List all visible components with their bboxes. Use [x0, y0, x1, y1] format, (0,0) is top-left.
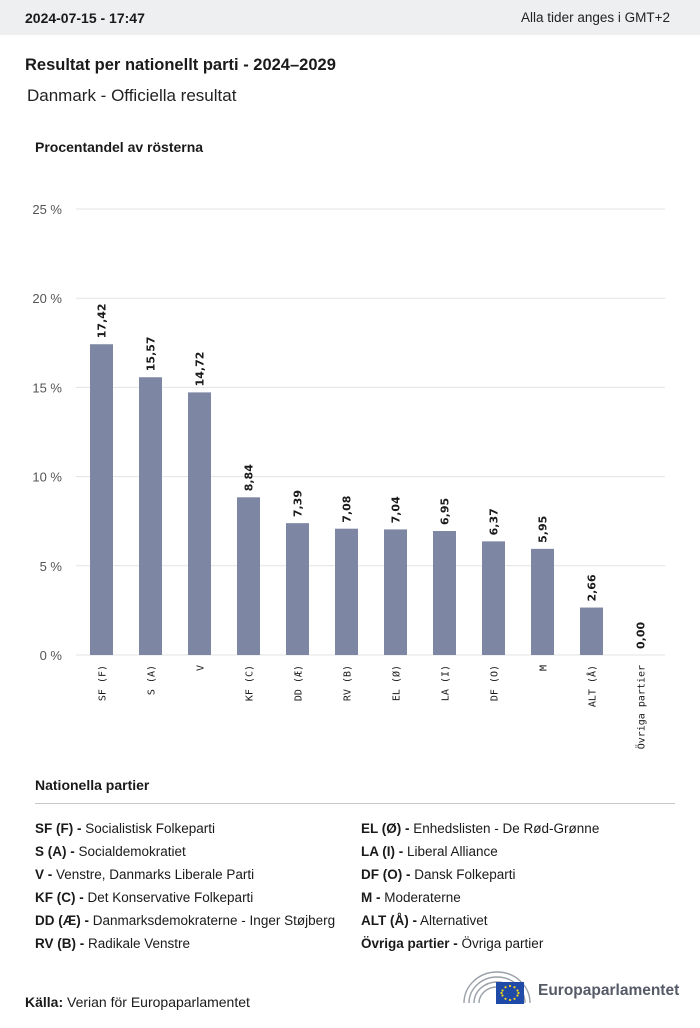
legend-abbr: V -: [35, 867, 53, 882]
timezone-note: Alla tider anges i GMT+2: [521, 10, 670, 25]
source-label: Källa:: [25, 994, 64, 1010]
y-tick-label: 25 %: [32, 202, 62, 217]
value-label: 2,66: [586, 574, 599, 601]
timestamp: 2024-07-15 - 17:47: [25, 9, 145, 26]
bar: [482, 541, 505, 655]
legend-party-name: Moderaterne: [380, 890, 461, 905]
bar: [286, 523, 309, 655]
legend-divider: [35, 803, 675, 804]
legend-party-name: Alternativet: [416, 913, 488, 928]
legend-title: Nationella partier: [35, 777, 150, 793]
bar: [335, 528, 358, 655]
value-label: 7,39: [292, 490, 305, 517]
source-text: Verian för Europaparlamentet: [67, 994, 250, 1010]
value-label: 6,37: [488, 508, 501, 535]
legend-abbr: LA (I) -: [361, 844, 404, 859]
legend-abbr: ALT (Å) -: [361, 913, 417, 928]
legend-column-right: EL (Ø) - Enhedslisten - De Rød-Grønne LA …: [361, 821, 599, 959]
y-tick-label: 20 %: [32, 291, 62, 306]
value-label: 6,95: [439, 498, 452, 525]
value-label: 17,42: [96, 303, 109, 338]
chart-heading: Procentandel av rösterna: [35, 139, 204, 155]
value-label: 0,00: [635, 622, 648, 649]
europarl-logo: Europaparlamentet: [462, 967, 679, 1007]
legend-abbr: SF (F) -: [35, 821, 82, 836]
y-tick-label: 0 %: [40, 648, 63, 663]
legend-item: RV (B) - Radikale Venstre: [35, 936, 335, 959]
legend-item: S (A) - Socialdemokratiet: [35, 844, 335, 867]
value-label: 5,95: [537, 516, 550, 543]
legend-party-name: Enhedslisten - De Rød-Grønne: [409, 821, 600, 836]
parliament-hemicycle-icon: [463, 971, 531, 1004]
legend-party-name: Socialdemokratiet: [74, 844, 186, 859]
legend-item: KF (C) - Det Konservative Folkeparti: [35, 890, 335, 913]
legend-abbr: S (A) -: [35, 844, 75, 859]
bar: [237, 497, 260, 655]
x-tick-label: S (A): [147, 665, 158, 695]
legend-abbr: Övriga partier -: [361, 936, 458, 951]
legend-party-name: Radikale Venstre: [84, 936, 191, 951]
x-tick-label: SF (F): [98, 665, 109, 701]
value-label: 8,84: [243, 464, 256, 491]
legend-abbr: DD (Æ) -: [35, 913, 89, 928]
x-tick-label: RV (B): [343, 665, 354, 701]
logo-text: Europaparlamentet: [538, 982, 680, 999]
value-label: 7,04: [390, 496, 403, 523]
legend-item: SF (F) - Socialistisk Folkeparti: [35, 821, 335, 844]
x-tick-label: EL (Ø): [391, 665, 403, 701]
y-tick-label: 15 %: [32, 380, 62, 395]
legend-abbr: EL (Ø) -: [361, 821, 410, 836]
x-tick-label: DD (Æ): [294, 665, 305, 701]
legend-party-name: Dansk Folkeparti: [410, 867, 516, 882]
legend-party-name: Det Konservative Folkeparti: [83, 890, 254, 905]
legend-party-name: Liberal Alliance: [403, 844, 498, 859]
bar-chart: 0 % 5 % 10 % 15 % 20 % 25 % 17,42 SF (F) 15,57 S …: [32, 202, 665, 749]
legend-item: Övriga partier - Övriga partier: [361, 936, 599, 959]
legend-party-name: Övriga partier: [457, 936, 544, 951]
legend-abbr: DF (O) -: [361, 867, 411, 882]
x-tick-label: DF (O): [490, 665, 501, 701]
legend-party-name: Danmarksdemokraterne - Inger Støjberg: [89, 913, 336, 928]
bar: [433, 531, 456, 655]
bar: [580, 607, 603, 655]
legend-item: DF (O) - Dansk Folkeparti: [361, 867, 599, 890]
legend-item: LA (I) - Liberal Alliance: [361, 844, 599, 867]
top-bar: 2024-07-15 - 17:47 Alla tider anges i GM…: [0, 0, 700, 35]
value-label: 7,08: [341, 496, 354, 523]
page-subtitle: Danmark - Officiella resultat: [27, 86, 237, 105]
legend-item: EL (Ø) - Enhedslisten - De Rød-Grønne: [361, 821, 599, 844]
x-tick-label: LA (I): [441, 665, 452, 701]
y-tick-label: 5 %: [40, 559, 63, 574]
value-label: 15,57: [145, 336, 158, 371]
y-tick-label: 10 %: [32, 470, 62, 485]
x-tick-label: ALT (Å): [586, 665, 599, 707]
x-tick-label: V: [196, 665, 207, 671]
legend-party-name: Socialistisk Folkeparti: [81, 821, 216, 836]
x-tick-label: KF (C): [245, 665, 256, 701]
bar: [531, 548, 554, 655]
source-note: Källa: Verian för Europaparlamentet: [25, 994, 250, 1010]
bar: [188, 392, 211, 655]
legend-item: M - Moderaterne: [361, 890, 599, 913]
page-title: Resultat per nationellt parti - 2024–202…: [25, 56, 336, 74]
legend-abbr: M -: [361, 890, 381, 905]
bar: [384, 529, 407, 655]
legend-abbr: RV (B) -: [35, 936, 85, 951]
x-tick-label: M: [539, 665, 550, 671]
legend-column-left: SF (F) - Socialistisk Folkeparti S (A) - …: [35, 821, 335, 959]
legend-party-name: Venstre, Danmarks Liberale Parti: [52, 867, 255, 882]
legend-abbr: KF (C) -: [35, 890, 84, 905]
value-label: 14,72: [194, 352, 207, 387]
legend-item: ALT (Å) - Alternativet: [361, 913, 599, 936]
legend-item: DD (Æ) - Danmarksdemokraterne - Inger St…: [35, 913, 335, 936]
x-tick-label: Övriga partier: [635, 665, 648, 749]
bar: [139, 377, 162, 655]
legend-item: V - Venstre, Danmarks Liberale Parti: [35, 867, 335, 890]
bar: [90, 344, 113, 655]
